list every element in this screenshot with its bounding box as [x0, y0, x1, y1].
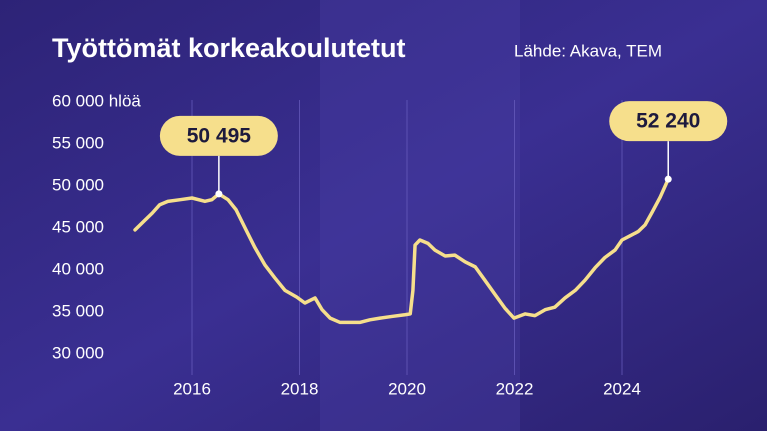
chart-title: Työttömät korkeakoulutetut — [52, 33, 406, 63]
x-tick-label: 2022 — [496, 379, 534, 398]
x-tick-label: 2020 — [388, 379, 426, 398]
y-tick-label: 35 000 — [52, 301, 104, 320]
y-tick-label: 30 000 — [52, 343, 104, 362]
background-photo-area — [320, 0, 520, 431]
value-label: 52 240 — [636, 110, 700, 133]
x-tick-label: 2024 — [603, 379, 641, 398]
line — [133, 177, 670, 325]
y-tick-label: 40 000 — [52, 259, 104, 278]
y-tick-label: 45 000 — [52, 217, 104, 236]
value-label-box — [159, 115, 278, 156]
source: Lähde: Akava, TEM — [514, 41, 662, 60]
y-tick-label: 55 000 — [52, 133, 104, 152]
y-tick-label: 60 000 hlöä — [52, 91, 141, 110]
point — [664, 175, 672, 183]
point — [215, 190, 223, 198]
y-tick-label: 50 000 — [52, 175, 104, 194]
x-tick-label: 2018 — [281, 379, 319, 398]
x-tick-label: 2016 — [173, 379, 211, 398]
value-label-box — [609, 101, 728, 142]
value-label: 50 495 — [187, 124, 252, 147]
